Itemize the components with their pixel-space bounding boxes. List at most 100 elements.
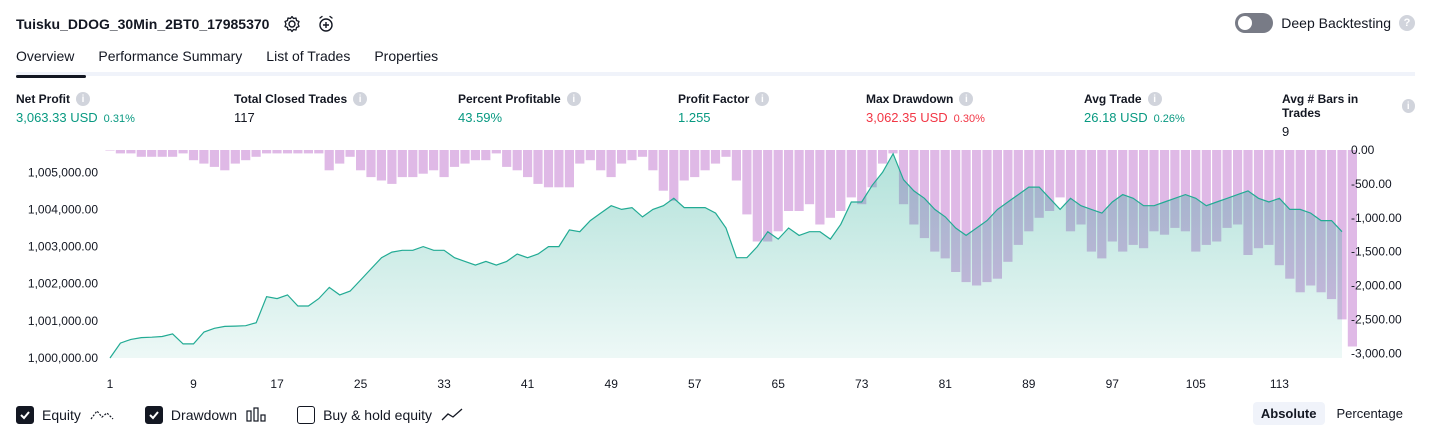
drawdown-bar — [105, 150, 115, 151]
metric-profit-factor: Profit Factor i 1.255 — [678, 92, 770, 125]
drawdown-bar — [909, 150, 919, 225]
buy-hold-checkbox[interactable] — [297, 406, 316, 424]
drawdown-bar — [251, 150, 261, 157]
drawdown-bar — [178, 150, 188, 154]
info-icon[interactable]: i — [566, 92, 581, 106]
x-axis-tick: 89 — [1022, 377, 1036, 391]
drawdown-bar — [1233, 150, 1243, 225]
drawdown-bar — [585, 150, 595, 161]
x-axis-tick: 81 — [939, 377, 953, 391]
drawdown-bar — [1076, 150, 1086, 225]
drawdown-bar — [1139, 150, 1149, 249]
metric-total-closed-trades: Total Closed Trades i 117 — [234, 92, 368, 125]
drawdown-bar — [1347, 150, 1357, 347]
x-axis-tick: 57 — [688, 377, 702, 391]
drawdown-bar — [502, 150, 512, 167]
drawdown-bar — [147, 150, 157, 157]
drawdown-bar — [1222, 150, 1232, 228]
metric-label: Avg Trade — [1084, 92, 1142, 106]
add-alert-icon[interactable] — [315, 13, 337, 35]
info-icon[interactable]: i — [1401, 99, 1415, 113]
metric-value: 9 — [1282, 124, 1290, 139]
equity-area — [109, 152, 1343, 359]
drawdown-bar — [773, 150, 783, 232]
drawdown-bar — [1045, 150, 1055, 211]
left-axis-tick: 1,001,000.00 — [28, 314, 98, 328]
drawdown-bar — [784, 150, 794, 211]
drawdown-bar — [648, 150, 658, 171]
help-icon[interactable]: ? — [1399, 15, 1415, 31]
drawdown-bar — [115, 150, 125, 154]
x-axis-tick: 113 — [1270, 377, 1289, 391]
drawdown-bar — [1034, 150, 1044, 218]
buy-hold-line-icon — [441, 408, 463, 421]
drawdown-bar — [888, 150, 898, 154]
x-axis-tick: 97 — [1106, 377, 1120, 391]
legend-equity[interactable]: Equity — [16, 406, 115, 424]
drawdown-bar — [324, 150, 334, 171]
deep-backtesting-label: Deep Backtesting — [1281, 15, 1391, 31]
drawdown-bar — [815, 150, 825, 225]
settings-icon[interactable] — [281, 13, 303, 35]
drawdown-bar — [825, 150, 835, 218]
drawdown-bar — [272, 150, 282, 154]
drawdown-bar — [1180, 150, 1190, 232]
percentage-button[interactable]: Percentage — [1336, 406, 1404, 421]
deep-backtesting-toggle[interactable] — [1235, 13, 1274, 33]
drawdown-bar — [617, 150, 627, 164]
drawdown-bar — [596, 150, 606, 171]
drawdown-bar — [1128, 150, 1138, 245]
drawdown-checkbox[interactable] — [144, 406, 163, 424]
chart-axes: 1,005,000.00 1,004,000.00 1,003,000.00 1,00… — [28, 143, 1402, 391]
drawdown-bar — [794, 150, 804, 211]
tab-properties[interactable]: Properties — [374, 48, 439, 64]
drawdown-bar — [857, 150, 867, 205]
drawdown-bar — [658, 150, 668, 191]
right-axis-tick: -2,000.00 — [1351, 279, 1402, 293]
drawdown-bar — [1170, 150, 1180, 228]
info-icon[interactable]: i — [959, 92, 974, 106]
x-axis-tick: 33 — [437, 377, 451, 391]
info-icon[interactable]: i — [755, 92, 770, 106]
metric-value: 117 — [234, 110, 255, 125]
info-icon[interactable]: i — [76, 92, 90, 106]
drawdown-bar — [209, 150, 219, 167]
x-axis-tick: 73 — [855, 377, 869, 391]
legend-buy-hold[interactable]: Buy & hold equity — [297, 406, 464, 424]
metric-percent: 0.26% — [1153, 113, 1185, 125]
drawdown-bar — [241, 150, 251, 161]
drawdown-bar — [898, 150, 909, 205]
drawdown-bar — [961, 150, 971, 283]
legend-label: Equity — [42, 407, 81, 423]
info-icon[interactable]: i — [1147, 92, 1162, 106]
drawdown-bar — [846, 150, 856, 198]
absolute-button[interactable]: Absolute — [1252, 402, 1325, 425]
drawdown-bar — [982, 150, 992, 283]
right-axis-tick: 0.00 — [1351, 143, 1375, 157]
right-axis-tick: -1,500.00 — [1351, 245, 1402, 259]
drawdown-bar — [314, 150, 324, 154]
drawdown-bar — [627, 150, 637, 161]
drawdown-bar — [972, 150, 982, 286]
info-icon[interactable]: i — [353, 92, 368, 106]
equity-checkbox[interactable] — [16, 406, 34, 424]
equity-drawdown-chart[interactable]: 1,005,000.00 1,004,000.00 1,003,000.00 1,00… — [0, 140, 1431, 400]
metric-label: Percent Profitable — [458, 92, 561, 106]
drawdown-bar — [930, 150, 940, 252]
x-axis-tick: 49 — [605, 377, 619, 391]
drawdown-bar — [1159, 150, 1170, 235]
drawdown-bar — [1097, 150, 1107, 259]
right-axis-tick: -500.00 — [1351, 177, 1392, 191]
x-axis-tick: 9 — [190, 377, 197, 391]
drawdown-bar — [679, 150, 689, 181]
drawdown-bar — [126, 150, 136, 154]
tab-list-of-trades[interactable]: List of Trades — [266, 48, 351, 64]
drawdown-bar — [188, 150, 199, 161]
legend-label: Buy & hold equity — [323, 407, 433, 423]
tab-overview[interactable]: Overview — [16, 44, 87, 78]
drawdown-bar — [721, 150, 731, 157]
legend-drawdown[interactable]: Drawdown — [144, 406, 267, 424]
drawdown-bar — [836, 150, 846, 211]
left-axis-tick: 1,002,000.00 — [28, 277, 98, 291]
tab-performance-summary[interactable]: Performance Summary — [98, 48, 243, 64]
